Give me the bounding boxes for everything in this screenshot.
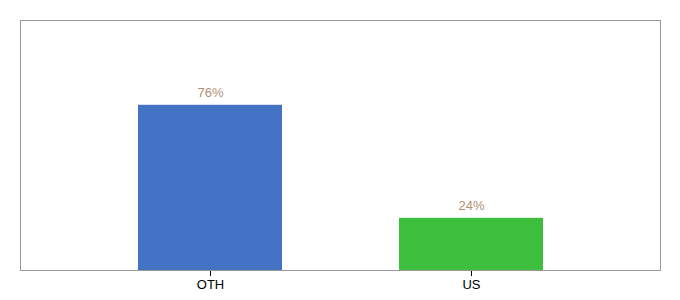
svg-text:US: US (462, 277, 480, 292)
svg-text:OTH: OTH (197, 277, 224, 292)
svg-text:24%: 24% (458, 198, 484, 213)
svg-text:76%: 76% (197, 85, 223, 100)
